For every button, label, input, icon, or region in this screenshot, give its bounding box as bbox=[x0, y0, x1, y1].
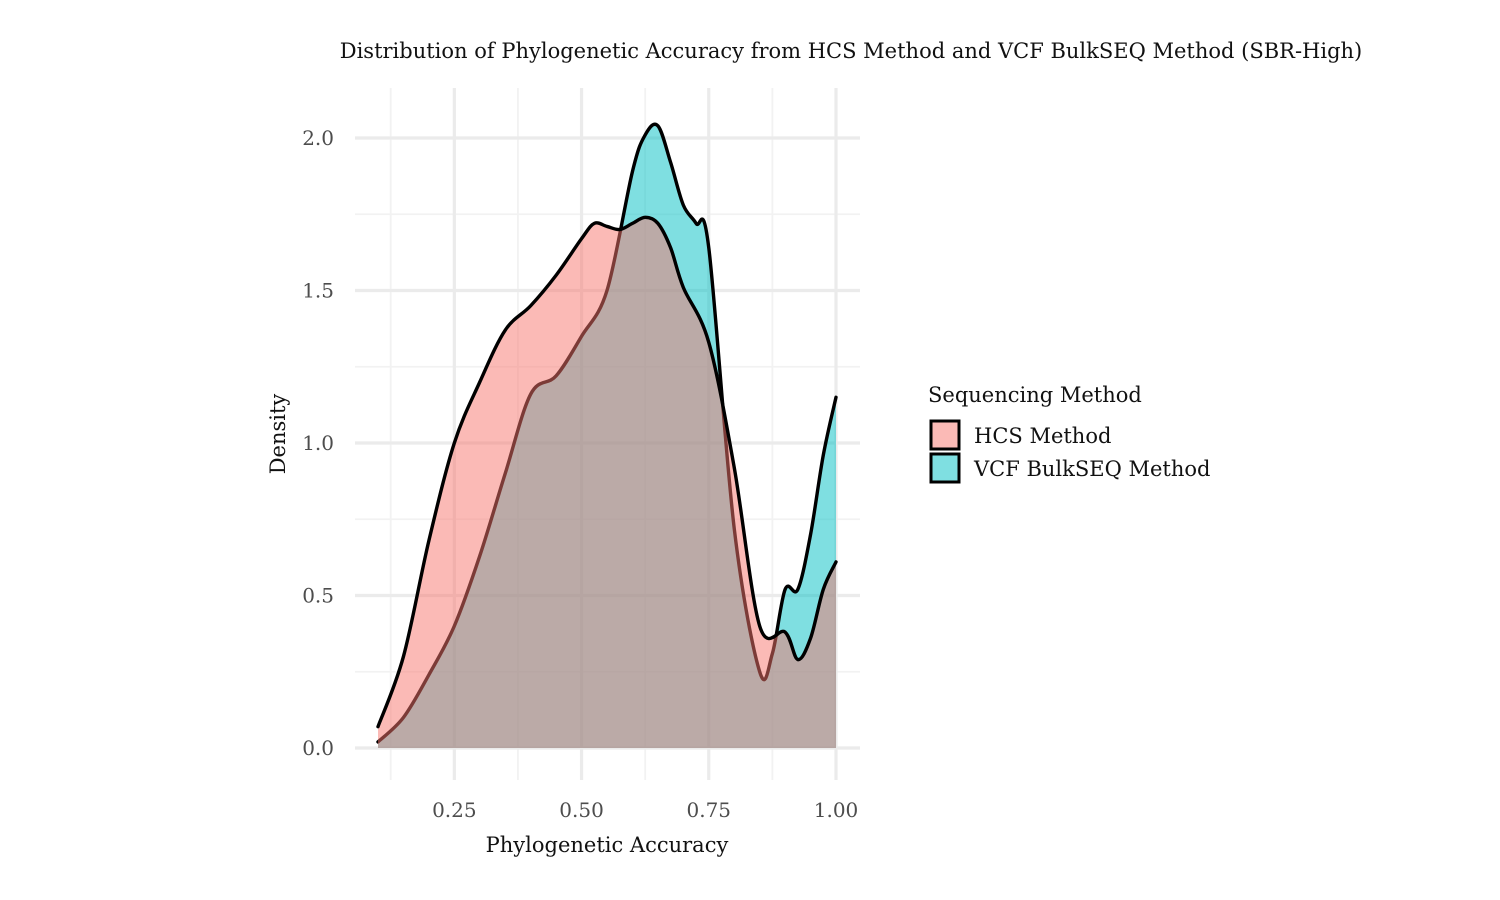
x-axis-ticks: 0.25 0.50 0.75 1.00 bbox=[432, 798, 858, 822]
x-axis-label: Phylogenetic Accuracy bbox=[486, 833, 729, 857]
x-tick-label: 1.00 bbox=[814, 798, 859, 822]
density-series bbox=[376, 122, 838, 749]
x-tick-label: 0.25 bbox=[432, 798, 477, 822]
legend-item-vcf-bulkseq-method: VCF BulkSEQ Method bbox=[929, 452, 1210, 484]
x-tick-label: 0.75 bbox=[687, 798, 732, 822]
chart-title: Distribution of Phylogenetic Accuracy fr… bbox=[340, 39, 1363, 63]
y-tick-label: 2.0 bbox=[302, 126, 334, 150]
legend-items: HCS Method VCF BulkSEQ Method bbox=[929, 419, 1210, 484]
y-axis-ticks: 0.0 0.5 1.0 1.5 2.0 bbox=[302, 126, 334, 760]
legend-swatch bbox=[929, 452, 961, 484]
legend-label: VCF BulkSEQ Method bbox=[973, 457, 1210, 481]
y-tick-label: 0.5 bbox=[302, 584, 334, 608]
y-tick-label: 1.5 bbox=[302, 279, 334, 303]
density-area-hcs-method bbox=[378, 217, 836, 749]
legend: Sequencing Method HCS Method VCF BulkSEQ … bbox=[928, 383, 1210, 484]
y-axis-label: Density bbox=[266, 394, 290, 475]
x-tick-label: 0.50 bbox=[559, 798, 604, 822]
legend-item-hcs-method: HCS Method bbox=[929, 419, 1111, 451]
y-tick-label: 0.0 bbox=[302, 736, 334, 760]
legend-title: Sequencing Method bbox=[928, 383, 1142, 407]
legend-swatch bbox=[929, 419, 961, 451]
y-tick-label: 1.0 bbox=[302, 431, 334, 455]
series-hcs-method bbox=[376, 215, 838, 749]
legend-label: HCS Method bbox=[974, 424, 1111, 448]
density-curve-hcs-method bbox=[376, 215, 838, 729]
